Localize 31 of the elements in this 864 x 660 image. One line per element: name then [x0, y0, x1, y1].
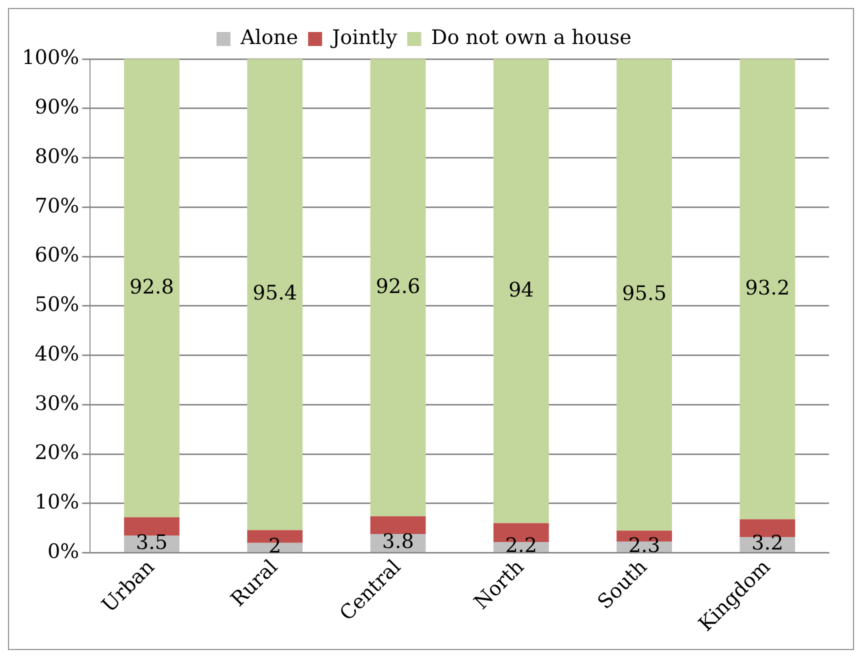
legend-label: Jointly	[330, 25, 398, 50]
data-label: 3.2	[752, 530, 784, 555]
bar	[616, 59, 672, 531]
y-tick-label: 70%	[34, 193, 80, 218]
y-tick-label: 60%	[34, 242, 80, 267]
bar	[124, 59, 180, 518]
data-label: 94	[508, 277, 534, 302]
data-label: 95.5	[622, 280, 667, 305]
y-tick-label: 0%	[47, 539, 80, 564]
bar	[740, 59, 796, 520]
data-label: 95.4	[252, 280, 298, 305]
legend-label: Alone	[240, 25, 298, 50]
data-label: 93.2	[745, 275, 790, 300]
bar	[124, 517, 180, 536]
y-tick-label: 80%	[34, 144, 80, 168]
data-label: 92.8	[129, 274, 174, 298]
y-tick-label: 10%	[34, 490, 80, 514]
y-tick-label: 90%	[34, 94, 80, 119]
bar	[370, 59, 426, 516]
y-tick-label: 100%	[22, 45, 80, 70]
bar	[247, 59, 303, 530]
bar	[370, 516, 426, 534]
bar	[493, 59, 549, 524]
y-tick-label: 30%	[34, 390, 80, 415]
data-label: 92.6	[376, 274, 420, 298]
y-tick-label: 50%	[34, 292, 80, 316]
legend-label: Do not own a house	[431, 25, 632, 50]
y-tick-label: 20%	[34, 440, 80, 464]
data-label: 3.5	[136, 530, 168, 554]
y-tick-label: 40%	[34, 341, 80, 366]
data-label: 3.8	[382, 529, 414, 554]
